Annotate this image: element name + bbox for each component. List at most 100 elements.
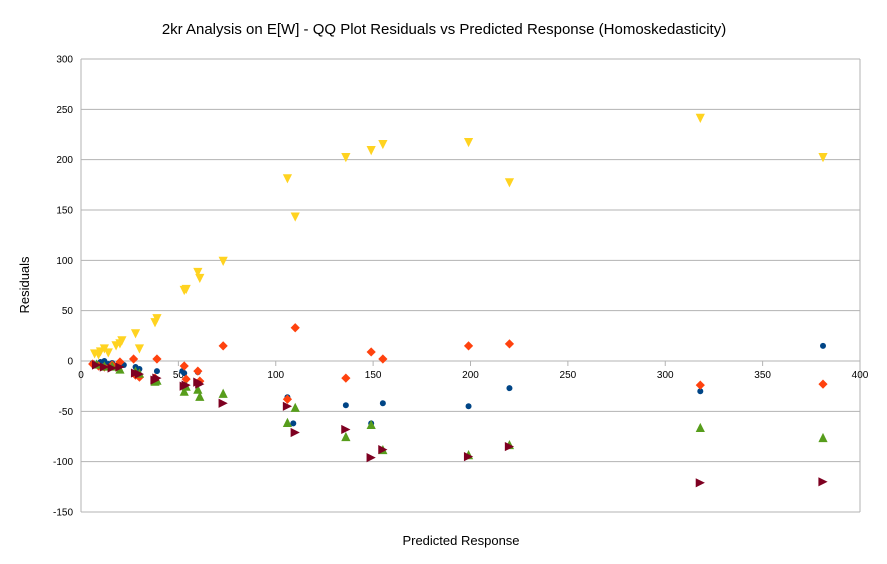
data-point-diamond: [193, 366, 203, 376]
x-tick-label: 400: [852, 370, 869, 381]
data-point-triangle-up: [193, 384, 203, 394]
data-point-triangle-right: [134, 369, 145, 379]
data-point-triangle-down: [463, 137, 474, 148]
data-point-triangle-up: [195, 391, 205, 401]
data-point-diamond: [504, 339, 515, 349]
data-point-diamond: [366, 347, 376, 357]
data-point-circle: [379, 400, 386, 407]
tick-labels: -150 -100 -50 0 50 100 150 200 250 300 0 50 100 150 20…: [53, 55, 869, 519]
data-point-triangle-down: [695, 113, 705, 123]
data-point-diamond: [695, 380, 705, 390]
data-point-triangle-right: [115, 362, 125, 372]
data-point-triangle-up: [218, 388, 228, 398]
data-point-circle: [181, 370, 188, 377]
data-point-triangle-down: [152, 314, 162, 324]
data-point-diamond: [282, 394, 293, 404]
data-point-triangle-right: [366, 453, 376, 463]
data-point-triangle-down: [218, 256, 228, 266]
data-point-triangle-down: [366, 146, 376, 156]
data-point-triangle-right: [91, 360, 102, 370]
data-point-triangle-right: [195, 379, 205, 389]
data-point-circle: [290, 420, 297, 427]
data-point-triangle-right: [107, 363, 117, 373]
data-point-triangle-down: [378, 139, 388, 150]
data-point-diamond: [463, 341, 474, 351]
y-tick-label: -150: [53, 508, 73, 519]
data-point-circle: [342, 402, 349, 409]
x-axis-label: Predicted Response: [402, 533, 519, 548]
data-point-diamond: [341, 373, 351, 383]
data-point-circle: [697, 388, 704, 395]
data-point-triangle-right: [99, 362, 109, 372]
data-point-diamond: [181, 374, 191, 384]
data-point-triangle-up: [179, 386, 189, 396]
data-point-circle: [465, 403, 472, 410]
data-point-triangle-down: [134, 344, 145, 354]
gridlines: [80, 58, 861, 513]
data-point-triangle-right: [152, 373, 162, 383]
data-point-triangle-right: [695, 478, 705, 488]
y-tick-label: 50: [62, 306, 74, 317]
data-point-diamond: [818, 379, 828, 389]
data-point-triangle-down: [282, 174, 293, 184]
data-point-diamond: [218, 341, 228, 351]
data-point-triangle-up: [695, 422, 705, 433]
data-point-diamond: [179, 361, 189, 371]
x-tick-label: 150: [365, 370, 382, 381]
data-points: [88, 113, 828, 488]
data-point-triangle-up: [366, 419, 376, 430]
x-tick-label: 250: [560, 370, 577, 381]
x-tick-label: 200: [462, 370, 479, 381]
data-point-circle: [153, 368, 160, 375]
data-point-diamond: [378, 354, 388, 364]
data-point-triangle-down: [130, 329, 141, 339]
y-tick-label: 200: [56, 155, 73, 166]
y-axis-label: Residuals: [17, 256, 32, 314]
data-point-triangle-up: [341, 431, 351, 442]
series-3: [90, 113, 828, 360]
y-tick-label: -100: [53, 457, 73, 468]
y-tick-label: -50: [59, 407, 74, 418]
x-tick-label: 0: [78, 370, 84, 381]
series-5: [91, 360, 828, 488]
data-point-triangle-right: [818, 477, 828, 487]
data-point-diamond: [128, 354, 139, 364]
data-point-triangle-right: [504, 441, 515, 452]
data-point-triangle-up: [282, 417, 293, 428]
data-point-circle: [819, 342, 826, 349]
x-tick-label: 100: [267, 370, 284, 381]
data-point-triangle-down: [290, 212, 300, 222]
data-point-triangle-right: [290, 427, 300, 438]
data-point-triangle-down: [117, 336, 127, 346]
data-point-diamond: [290, 323, 300, 333]
y-tick-label: 150: [56, 206, 73, 217]
data-point-triangle-down: [103, 348, 113, 358]
data-point-triangle-up: [818, 432, 828, 443]
data-point-diamond: [152, 354, 162, 364]
data-point-triangle-down: [181, 284, 191, 295]
y-tick-label: 250: [56, 105, 73, 116]
y-tick-label: 300: [56, 55, 73, 66]
data-point-diamond: [115, 357, 125, 367]
series-4: [91, 359, 828, 460]
y-tick-label: 100: [56, 256, 73, 267]
data-point-triangle-right: [218, 398, 228, 408]
data-point-triangle-up: [290, 402, 300, 412]
x-tick-label: 50: [173, 370, 185, 381]
data-point-triangle-down: [504, 178, 515, 188]
x-tick-label: 300: [657, 370, 674, 381]
chart-title: 2kr Analysis on E[W] - QQ Plot Residuals…: [162, 21, 726, 38]
data-point-triangle-down: [193, 267, 203, 278]
data-point-triangle-right: [378, 444, 388, 455]
x-tick-label: 350: [754, 370, 771, 381]
y-tick-label: 0: [67, 357, 73, 368]
data-point-triangle-down: [341, 153, 351, 163]
data-point-circle: [506, 385, 513, 392]
data-point-triangle-down: [818, 153, 828, 163]
data-point-triangle-right: [282, 401, 293, 411]
data-point-triangle-right: [341, 424, 351, 435]
data-point-triangle-right: [181, 380, 191, 390]
data-point-triangle-right: [463, 452, 474, 462]
